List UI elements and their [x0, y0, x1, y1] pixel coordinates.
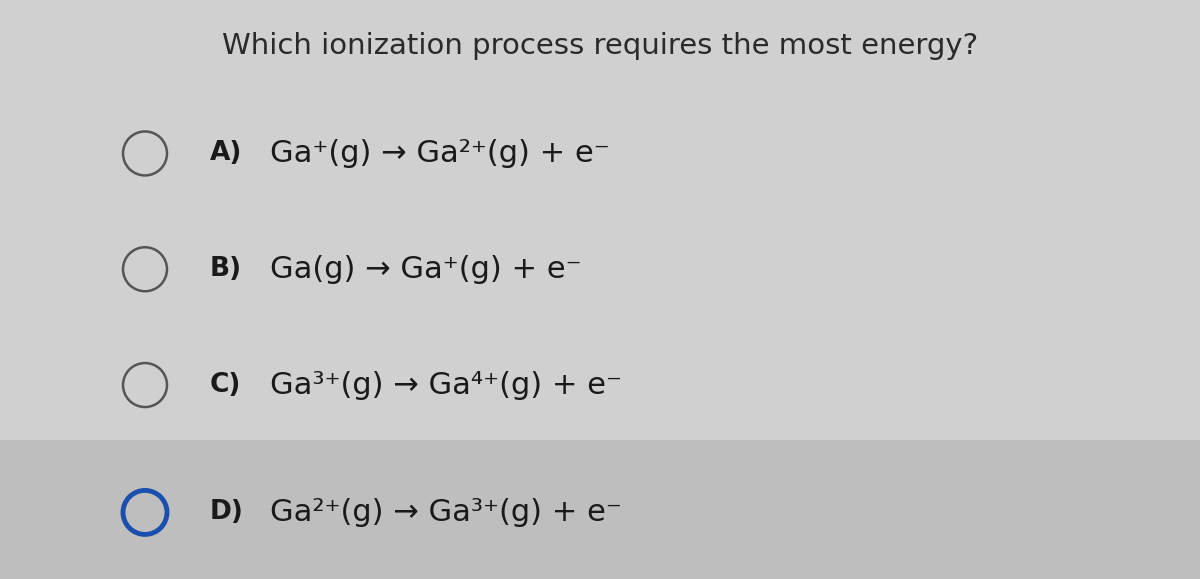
- Text: B): B): [210, 256, 242, 282]
- Text: Ga(g) → Ga⁺(g) + e⁻: Ga(g) → Ga⁺(g) + e⁻: [270, 255, 582, 284]
- Text: Ga²⁺(g) → Ga³⁺(g) + e⁻: Ga²⁺(g) → Ga³⁺(g) + e⁻: [270, 498, 622, 527]
- Bar: [0, 440, 1200, 579]
- Text: D): D): [210, 500, 244, 525]
- Text: Ga⁺(g) → Ga²⁺(g) + e⁻: Ga⁺(g) → Ga²⁺(g) + e⁻: [270, 139, 610, 168]
- Text: Which ionization process requires the most energy?: Which ionization process requires the mo…: [222, 32, 978, 60]
- Text: Ga³⁺(g) → Ga⁴⁺(g) + e⁻: Ga³⁺(g) → Ga⁴⁺(g) + e⁻: [270, 371, 622, 400]
- Text: C): C): [210, 372, 241, 398]
- Text: A): A): [210, 141, 242, 166]
